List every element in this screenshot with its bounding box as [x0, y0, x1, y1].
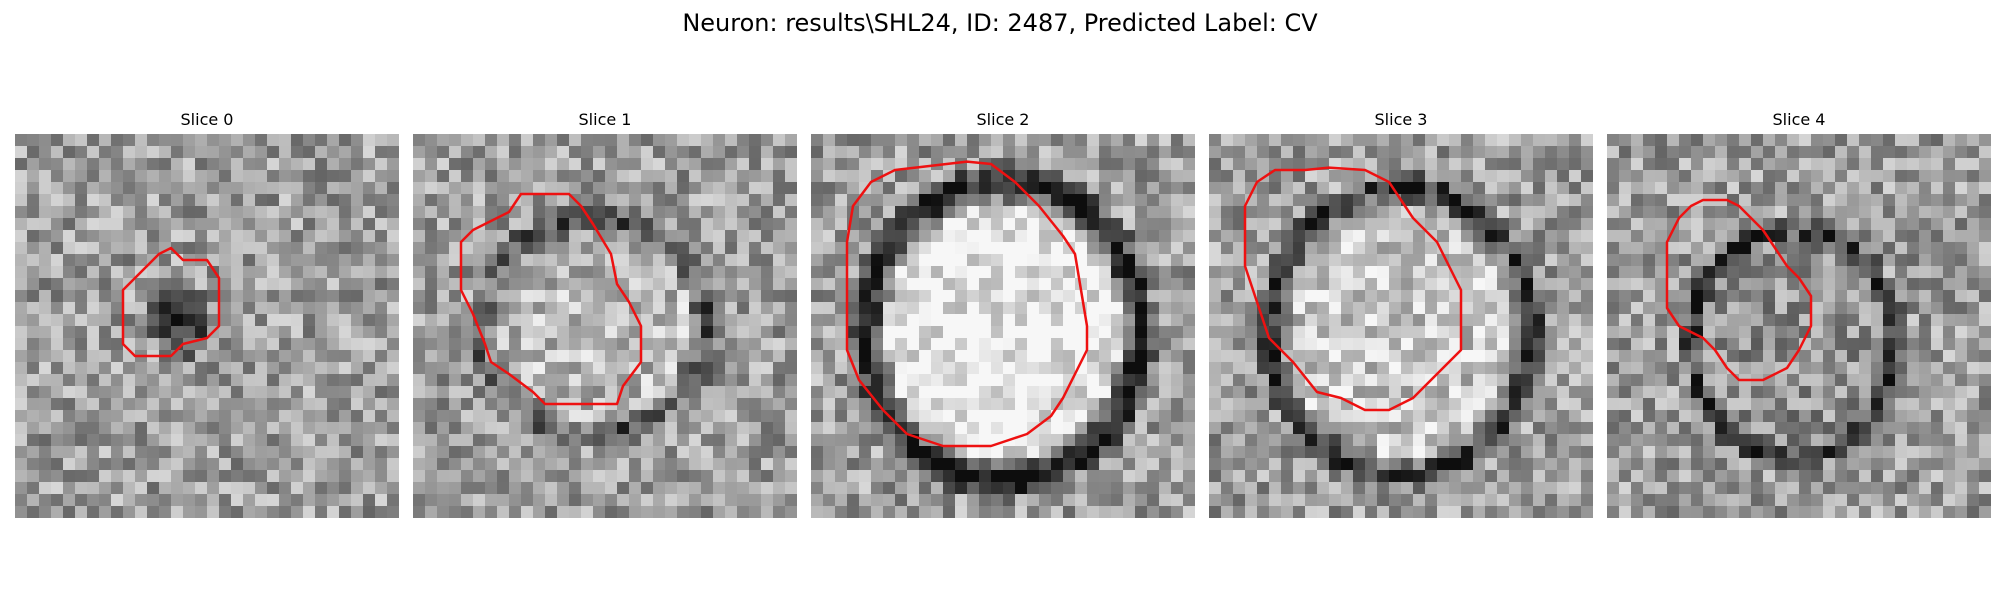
slice-image-3 [1209, 134, 1593, 518]
slice-title-1: Slice 1 [578, 110, 632, 129]
slice-title-4: Slice 4 [1772, 110, 1826, 129]
segmentation-contour-2 [845, 160, 1089, 448]
slice-image-1 [413, 134, 797, 518]
segmentation-contour-4 [1665, 198, 1813, 382]
slice-title-2: Slice 2 [976, 110, 1030, 129]
slice-image-4 [1607, 134, 1991, 518]
slice-image-0 [15, 134, 399, 518]
slice-title-0: Slice 0 [180, 110, 234, 129]
segmentation-contour-3 [1243, 166, 1463, 412]
slice-image-2 [811, 134, 1195, 518]
segmentation-contour-1 [459, 192, 643, 406]
slice-title-3: Slice 3 [1374, 110, 1428, 129]
segmentation-contour-0 [121, 246, 221, 358]
figure-title: Neuron: results\SHL24, ID: 2487, Predict… [682, 9, 1318, 37]
